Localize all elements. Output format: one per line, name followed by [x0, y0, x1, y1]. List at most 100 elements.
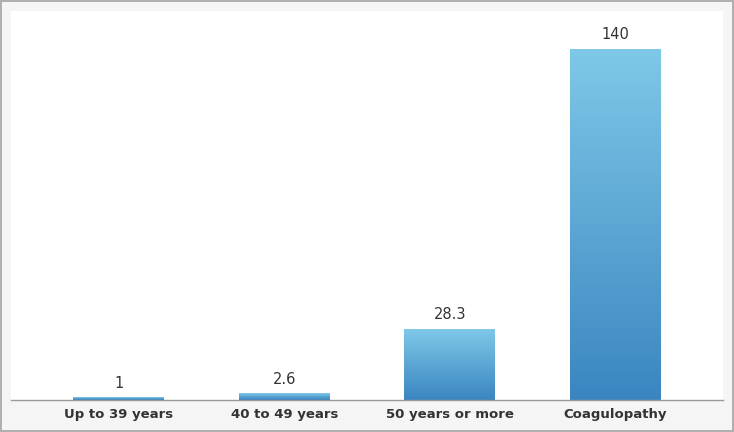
Text: 2.6: 2.6	[272, 372, 296, 387]
Bar	[570, 222, 661, 224]
Bar	[570, 63, 661, 64]
Bar	[570, 310, 661, 312]
Bar	[570, 112, 661, 114]
Bar	[570, 154, 661, 156]
Bar	[570, 284, 661, 286]
Bar	[570, 254, 661, 256]
Bar	[570, 212, 661, 213]
Bar	[570, 198, 661, 200]
Bar	[570, 317, 661, 319]
Text: 140: 140	[601, 28, 629, 42]
Bar	[570, 221, 661, 222]
Bar	[570, 110, 661, 112]
Bar	[570, 264, 661, 266]
Bar	[570, 275, 661, 277]
Bar	[570, 145, 661, 147]
Bar	[570, 121, 661, 122]
Bar	[570, 130, 661, 131]
Bar	[570, 319, 661, 321]
Bar	[570, 191, 661, 193]
Bar	[570, 102, 661, 103]
Bar	[570, 259, 661, 261]
Bar	[570, 366, 661, 368]
Bar	[570, 393, 661, 394]
Bar	[570, 86, 661, 87]
Bar	[570, 156, 661, 158]
Bar	[570, 342, 661, 343]
Bar	[570, 200, 661, 201]
Bar	[570, 235, 661, 236]
Bar	[570, 363, 661, 365]
Bar	[570, 149, 661, 150]
Bar	[570, 124, 661, 126]
Bar	[570, 350, 661, 352]
Bar	[570, 185, 661, 187]
Bar	[570, 354, 661, 356]
Bar	[570, 178, 661, 180]
Bar	[570, 114, 661, 115]
Bar	[570, 352, 661, 354]
Bar	[570, 189, 661, 191]
Bar	[570, 359, 661, 361]
Bar	[570, 398, 661, 400]
Bar	[570, 103, 661, 105]
Bar	[570, 172, 661, 173]
Bar	[570, 75, 661, 77]
Bar	[570, 49, 661, 51]
Bar	[570, 138, 661, 140]
Bar	[570, 298, 661, 299]
Bar	[570, 51, 661, 52]
Bar	[570, 205, 661, 206]
Bar	[570, 72, 661, 73]
Bar	[570, 245, 661, 247]
Bar	[570, 327, 661, 329]
Bar	[570, 299, 661, 301]
Bar	[570, 137, 661, 138]
Bar	[570, 271, 661, 273]
Bar	[570, 380, 661, 382]
Bar	[570, 331, 661, 333]
Bar	[570, 159, 661, 161]
Bar	[570, 131, 661, 133]
Bar	[570, 100, 661, 102]
Bar	[570, 382, 661, 384]
Bar	[570, 329, 661, 331]
Bar	[570, 224, 661, 226]
Bar	[570, 213, 661, 216]
Text: 1: 1	[114, 376, 123, 391]
Bar	[570, 80, 661, 82]
Bar	[570, 286, 661, 287]
Bar	[570, 87, 661, 89]
Bar	[570, 54, 661, 56]
Bar	[570, 56, 661, 57]
Bar	[570, 238, 661, 240]
Bar	[570, 277, 661, 279]
Bar	[570, 303, 661, 305]
Bar	[570, 312, 661, 314]
Bar	[570, 389, 661, 391]
Bar	[570, 263, 661, 264]
Bar	[570, 347, 661, 349]
Bar	[570, 292, 661, 294]
Bar	[570, 217, 661, 219]
Bar	[570, 107, 661, 108]
Bar	[570, 365, 661, 366]
Bar	[570, 228, 661, 229]
Bar	[570, 391, 661, 393]
Bar	[570, 52, 661, 54]
Bar	[570, 119, 661, 121]
Bar	[570, 196, 661, 198]
Bar	[570, 184, 661, 185]
Bar	[570, 70, 661, 72]
Bar	[570, 61, 661, 63]
Bar	[570, 315, 661, 317]
Bar	[570, 206, 661, 208]
Bar	[570, 261, 661, 263]
Bar	[570, 394, 661, 396]
Bar	[570, 173, 661, 175]
Bar	[570, 150, 661, 152]
Bar	[570, 337, 661, 338]
Bar	[570, 175, 661, 177]
Bar	[570, 170, 661, 172]
Bar	[570, 294, 661, 296]
